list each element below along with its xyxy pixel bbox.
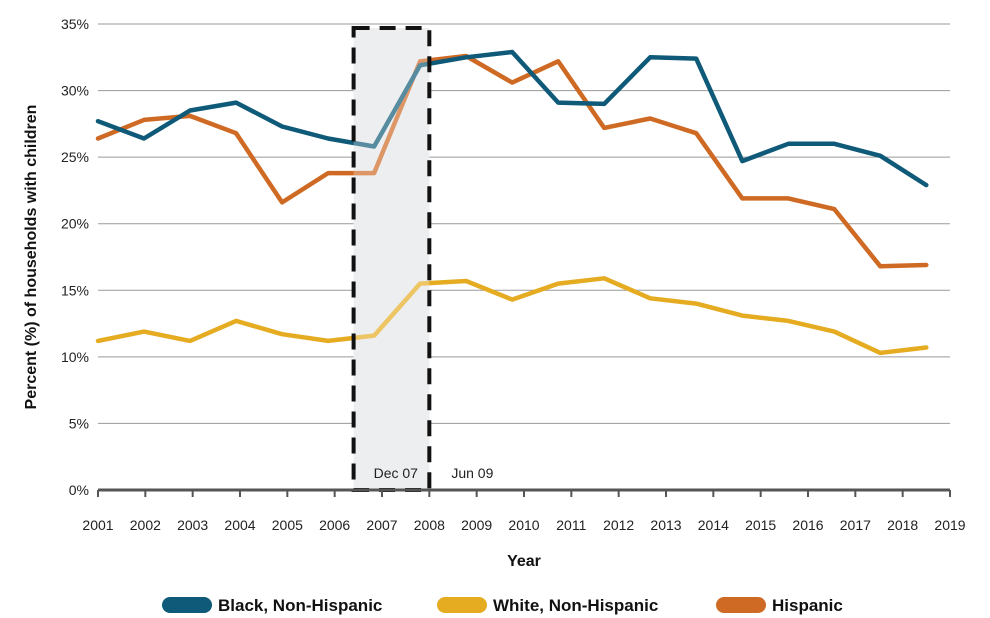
recession-band-overlay — [353, 28, 430, 490]
x-tick-label: 2016 — [792, 517, 823, 533]
x-axis: 2001 2002 2003 2004 2005 2006 2007 2008 2009 2010… — [82, 488, 966, 533]
x-tick-label: 2002 — [130, 517, 161, 533]
gridlines — [98, 23, 950, 424]
x-tick-label: 2011 — [556, 517, 586, 533]
legend-swatch — [437, 597, 487, 613]
x-tick-label: 2014 — [698, 517, 729, 533]
series-line-white-non-hispanic — [95, 276, 929, 356]
y-tick-label: 15% — [61, 282, 89, 298]
legend-item: Black, Non-Hispanic — [162, 596, 382, 615]
recession-start-label: Dec 07 — [374, 465, 419, 481]
legend-label: Hispanic — [772, 596, 843, 615]
recession-band — [353, 28, 430, 490]
x-tick-label: 2019 — [934, 517, 965, 533]
y-tick-label: 20% — [61, 216, 89, 232]
data-series — [95, 28, 929, 490]
y-tick-label: 25% — [61, 149, 89, 165]
legend-item: White, Non-Hispanic — [437, 596, 658, 615]
series-line-hispanic — [95, 53, 929, 269]
x-tick-label: 2015 — [745, 517, 776, 533]
y-tick-label: 35% — [61, 16, 89, 32]
legend-label: White, Non-Hispanic — [493, 596, 658, 615]
x-tick-label: 2018 — [887, 517, 918, 533]
y-tick-label: 10% — [61, 349, 89, 365]
x-tick-label: 2008 — [414, 517, 445, 533]
x-tick-label: 2010 — [508, 517, 539, 533]
legend: Black, Non-Hispanic White, Non-Hispanic Hi… — [162, 596, 843, 615]
recession-end-label: Jun 09 — [451, 465, 493, 481]
x-tick-label: 2009 — [461, 517, 492, 533]
x-tick-label: 2013 — [650, 517, 681, 533]
x-tick-label: 2012 — [603, 517, 634, 533]
x-tick-label: 2007 — [366, 517, 397, 533]
legend-swatch — [162, 597, 212, 613]
x-tick-label: 2001 — [82, 517, 113, 533]
x-tick-label: 2006 — [319, 517, 350, 533]
x-axis-title: Year — [507, 553, 541, 570]
y-tick-label: 0% — [69, 482, 89, 498]
x-tick-label: 2003 — [177, 517, 208, 533]
legend-item: Hispanic — [716, 596, 843, 615]
y-tick-label: 5% — [69, 415, 89, 431]
series-line-black-non-hispanic — [95, 49, 929, 188]
x-tick-label: 2017 — [840, 517, 871, 533]
x-tick-label: 2005 — [272, 517, 303, 533]
y-axis-ticks: 0% 5% 10% 15% 20% 25% 30% 35% — [61, 16, 89, 498]
legend-label: Black, Non-Hispanic — [218, 596, 382, 615]
y-axis-title: Percent (%) of households with children — [23, 105, 40, 410]
legend-swatch — [716, 597, 766, 613]
x-tick-label: 2004 — [224, 517, 255, 533]
y-tick-label: 30% — [61, 83, 89, 99]
